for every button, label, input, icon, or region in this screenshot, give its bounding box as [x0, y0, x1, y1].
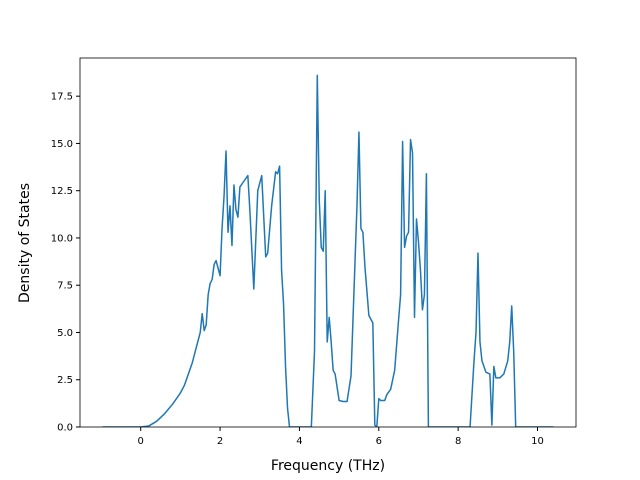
x-tick-label: 6 [376, 436, 382, 447]
y-tick-label: 2.5 [57, 375, 73, 386]
y-tick-label: 10.0 [51, 233, 73, 244]
y-tick-label: 7.5 [57, 281, 73, 292]
x-tick-label: 8 [455, 436, 461, 447]
x-axis-label: Frequency (THz) [271, 458, 385, 474]
y-tick-label: 15.0 [51, 139, 73, 150]
y-tick-label: 5.0 [57, 328, 73, 339]
y-tick-label: 17.5 [51, 92, 73, 103]
line [102, 74, 554, 427]
plot-frame [79, 57, 577, 428]
x-tick-label: 2 [217, 436, 223, 447]
y-tick-label: 0.0 [57, 423, 73, 434]
y-axis-label: Density of States [17, 183, 33, 303]
x-tick-label: 4 [296, 436, 302, 447]
x-tick-label: 10 [531, 436, 544, 447]
x-tick-label: 0 [138, 436, 144, 447]
y-tick-label: 12.5 [51, 186, 73, 197]
